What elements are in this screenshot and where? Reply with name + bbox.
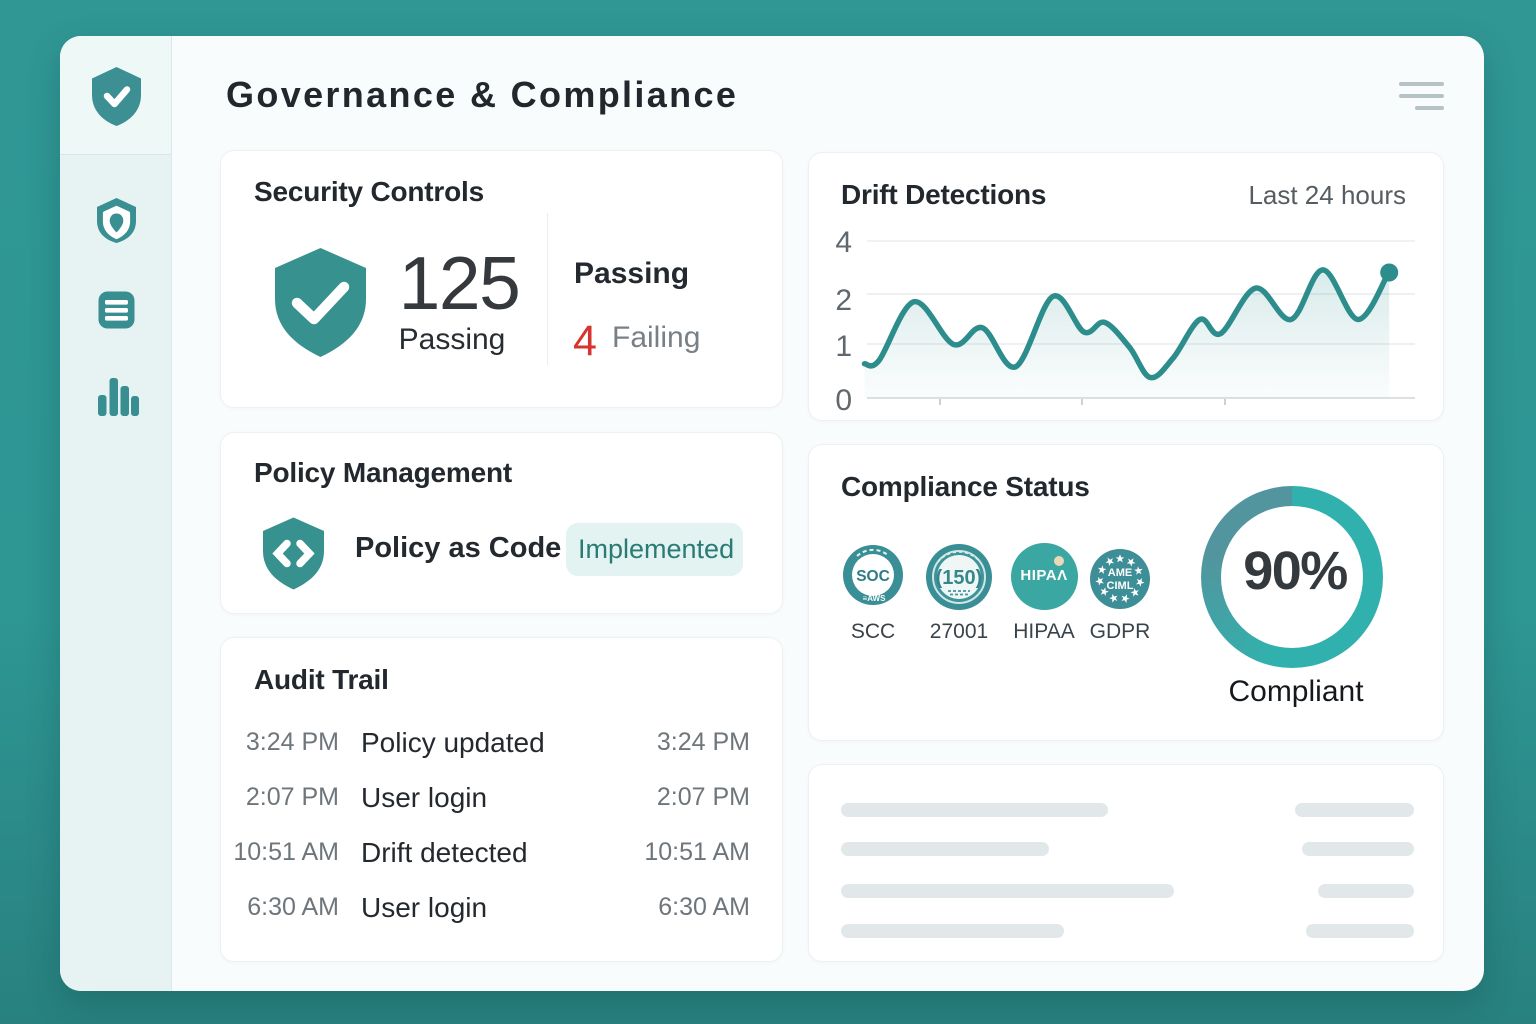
svg-text:(150): (150) [936, 567, 983, 589]
svg-text:SOC: SOC [856, 568, 890, 585]
svg-text:CIML: CIML [1107, 580, 1134, 592]
svg-text:AME: AME [1108, 567, 1132, 579]
svg-text:≡AWS: ≡AWS [863, 594, 887, 603]
